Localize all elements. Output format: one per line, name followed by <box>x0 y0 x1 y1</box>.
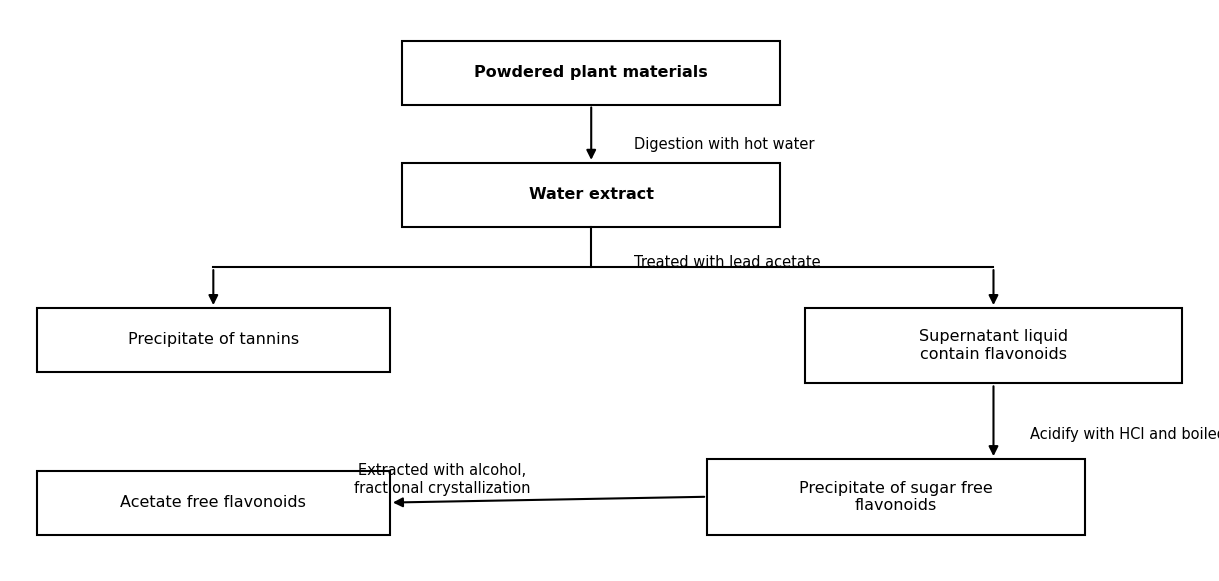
Bar <box>402 163 780 227</box>
Text: Precipitate of tannins: Precipitate of tannins <box>128 332 299 347</box>
Text: Treated with lead acetate: Treated with lead acetate <box>634 255 820 270</box>
Bar <box>37 308 390 372</box>
Text: Acidify with HCl and boiled: Acidify with HCl and boiled <box>1030 427 1219 442</box>
Text: Precipitate of sugar free
flavonoids: Precipitate of sugar free flavonoids <box>800 480 992 513</box>
Text: Acetate free flavonoids: Acetate free flavonoids <box>121 495 306 510</box>
Bar <box>707 459 1085 535</box>
Text: Extracted with alcohol,
fractional crystallization: Extracted with alcohol, fractional cryst… <box>354 463 530 496</box>
Text: Supernatant liquid
contain flavonoids: Supernatant liquid contain flavonoids <box>919 329 1068 362</box>
Bar <box>805 308 1182 383</box>
Text: Powdered plant materials: Powdered plant materials <box>474 65 708 80</box>
Text: Digestion with hot water: Digestion with hot water <box>634 137 814 152</box>
Bar <box>37 471 390 535</box>
Text: Water extract: Water extract <box>529 187 653 202</box>
Bar <box>402 41 780 105</box>
